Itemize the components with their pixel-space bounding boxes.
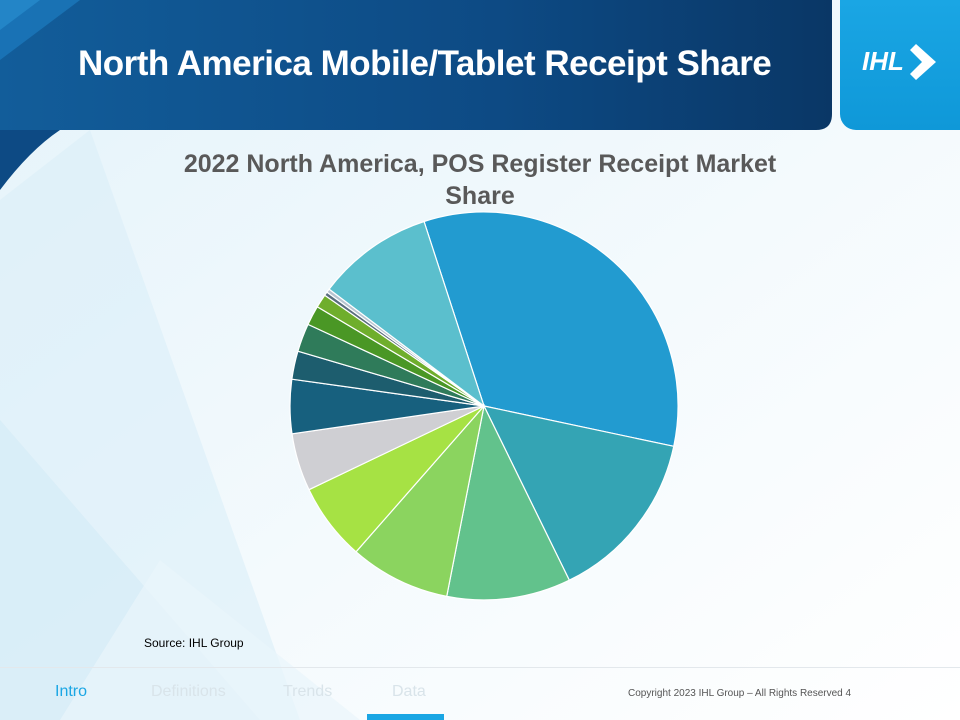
header-ribbon	[0, 130, 60, 190]
nav-intro[interactable]: Intro	[55, 683, 88, 700]
logo-text: IHL	[862, 46, 904, 76]
copyright-text: Copyright 2023 IHL Group – All Rights Re…	[628, 688, 851, 699]
header-banner	[0, 0, 832, 130]
nav-trends[interactable]: Trends	[283, 683, 333, 700]
nav-definitions[interactable]: Definitions	[151, 683, 226, 700]
nav-active-indicator	[367, 714, 444, 720]
pie-slice-4	[355, 403, 486, 598]
nav-data[interactable]: Data	[392, 683, 426, 700]
pie-slice-3	[446, 404, 571, 601]
pie-slice-2	[482, 405, 675, 582]
chart-title: 2022 North America, POS Register Receipt…	[183, 150, 777, 210]
logo-panel	[840, 0, 960, 130]
footer-divider	[0, 667, 960, 668]
slide-title: North America Mobile/Tablet Receipt Shar…	[78, 44, 772, 83]
pie-slice-14	[328, 220, 486, 408]
copyright-label: Copyright 2023 IHL Group – All Rights Re…	[628, 688, 843, 699]
pie-slice-1	[423, 211, 679, 448]
source-note: Source: IHL Group	[144, 636, 244, 650]
ihl-logo: IHL	[862, 44, 936, 80]
page-number: 4	[845, 688, 852, 699]
